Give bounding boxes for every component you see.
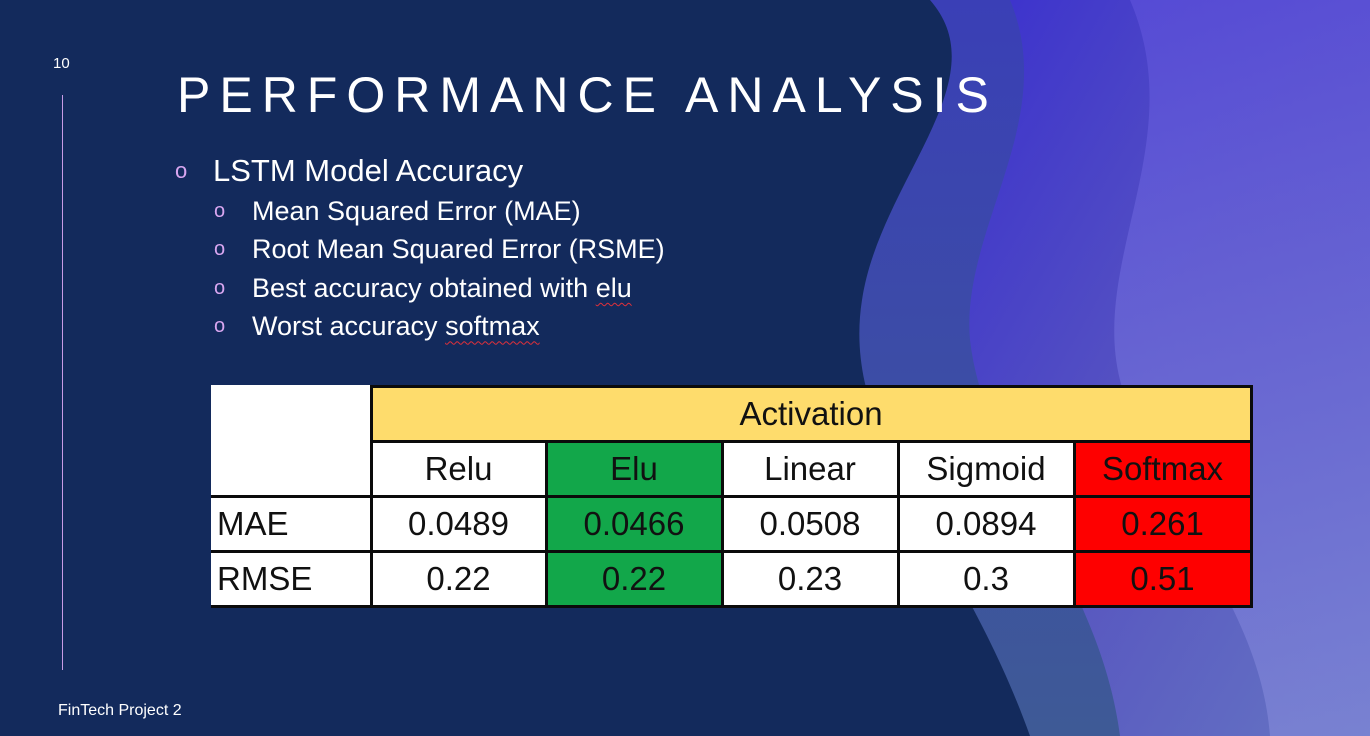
table-header-row: Activation [211, 385, 1253, 498]
bullet-list: o LSTM Model Accuracy o Mean Squared Err… [175, 150, 875, 346]
table-cell-worst: 0.261 [1072, 495, 1253, 553]
column-header-sigmoid: Sigmoid [896, 440, 1076, 498]
bullet-marker-icon: o [214, 315, 226, 338]
bullet-text: LSTM Model Accuracy [213, 153, 524, 188]
table-row: RMSE 0.22 0.22 0.23 0.3 0.51 [211, 550, 1253, 608]
table-corner-cell [211, 386, 373, 498]
bullet-marker-icon: o [214, 199, 226, 222]
bullet-text-prefix: Worst accuracy [252, 311, 446, 342]
bullet-best: o Best accuracy obtained with elu [175, 269, 875, 308]
bullet-text: Root Mean Squared Error (RSME) [252, 234, 665, 265]
bullet-mae: o Mean Squared Error (MAE) [175, 192, 875, 231]
table-cell: 0.0894 [896, 495, 1076, 553]
table-cell-worst: 0.51 [1072, 550, 1253, 608]
bullet-marker-icon: o [214, 238, 226, 261]
bg-wave-inner [1114, 0, 1370, 736]
accuracy-table: Activation Relu Elu Linear Sigmoid Softm… [211, 385, 1253, 608]
accent-line [62, 95, 63, 670]
table-row: MAE 0.0489 0.0466 0.0508 0.0894 0.261 [211, 495, 1253, 553]
table-cell: 0.22 [369, 550, 548, 608]
column-header-elu: Elu [544, 440, 724, 498]
table-cell: 0.23 [720, 550, 900, 608]
column-header-relu: Relu [369, 440, 548, 498]
table-columns-row: Relu Elu Linear Sigmoid Softmax [211, 440, 1253, 498]
table-cell: 0.0508 [720, 495, 900, 553]
table-cell: 0.0489 [369, 495, 548, 553]
slide-number: 10 [53, 55, 70, 72]
slide-footer: FinTech Project 2 [58, 702, 182, 719]
bullet-worst: o Worst accuracy softmax [175, 308, 875, 347]
bullet-text: Best accuracy obtained with elu [252, 273, 632, 304]
column-header-linear: Linear [720, 440, 900, 498]
row-label-mae: MAE [211, 495, 373, 553]
row-label-rmse: RMSE [211, 550, 373, 608]
column-header-softmax: Softmax [1072, 440, 1253, 498]
bullet-marker-icon: o [175, 158, 188, 183]
activation-header: Activation [369, 385, 1253, 443]
accuracy-table-image[interactable]: Activation Relu Elu Linear Sigmoid Softm… [211, 385, 1253, 608]
bullet-level1: o LSTM Model Accuracy [175, 150, 875, 192]
table-cell-best: 0.0466 [544, 495, 724, 553]
spellcheck-word[interactable]: elu [595, 272, 632, 303]
bullet-text: Mean Squared Error (MAE) [252, 195, 581, 226]
spellcheck-word[interactable]: softmax [445, 311, 540, 342]
bullet-rmse: o Root Mean Squared Error (RSME) [175, 231, 875, 270]
bullet-text: Worst accuracy softmax [252, 311, 540, 342]
table-cell: 0.3 [896, 550, 1076, 608]
slide-title: PERFORMANCE ANALYSIS [177, 67, 998, 123]
table-cell-best: 0.22 [544, 550, 724, 608]
bullet-text-prefix: Best accuracy obtained with [252, 272, 596, 303]
bullet-marker-icon: o [214, 276, 226, 299]
